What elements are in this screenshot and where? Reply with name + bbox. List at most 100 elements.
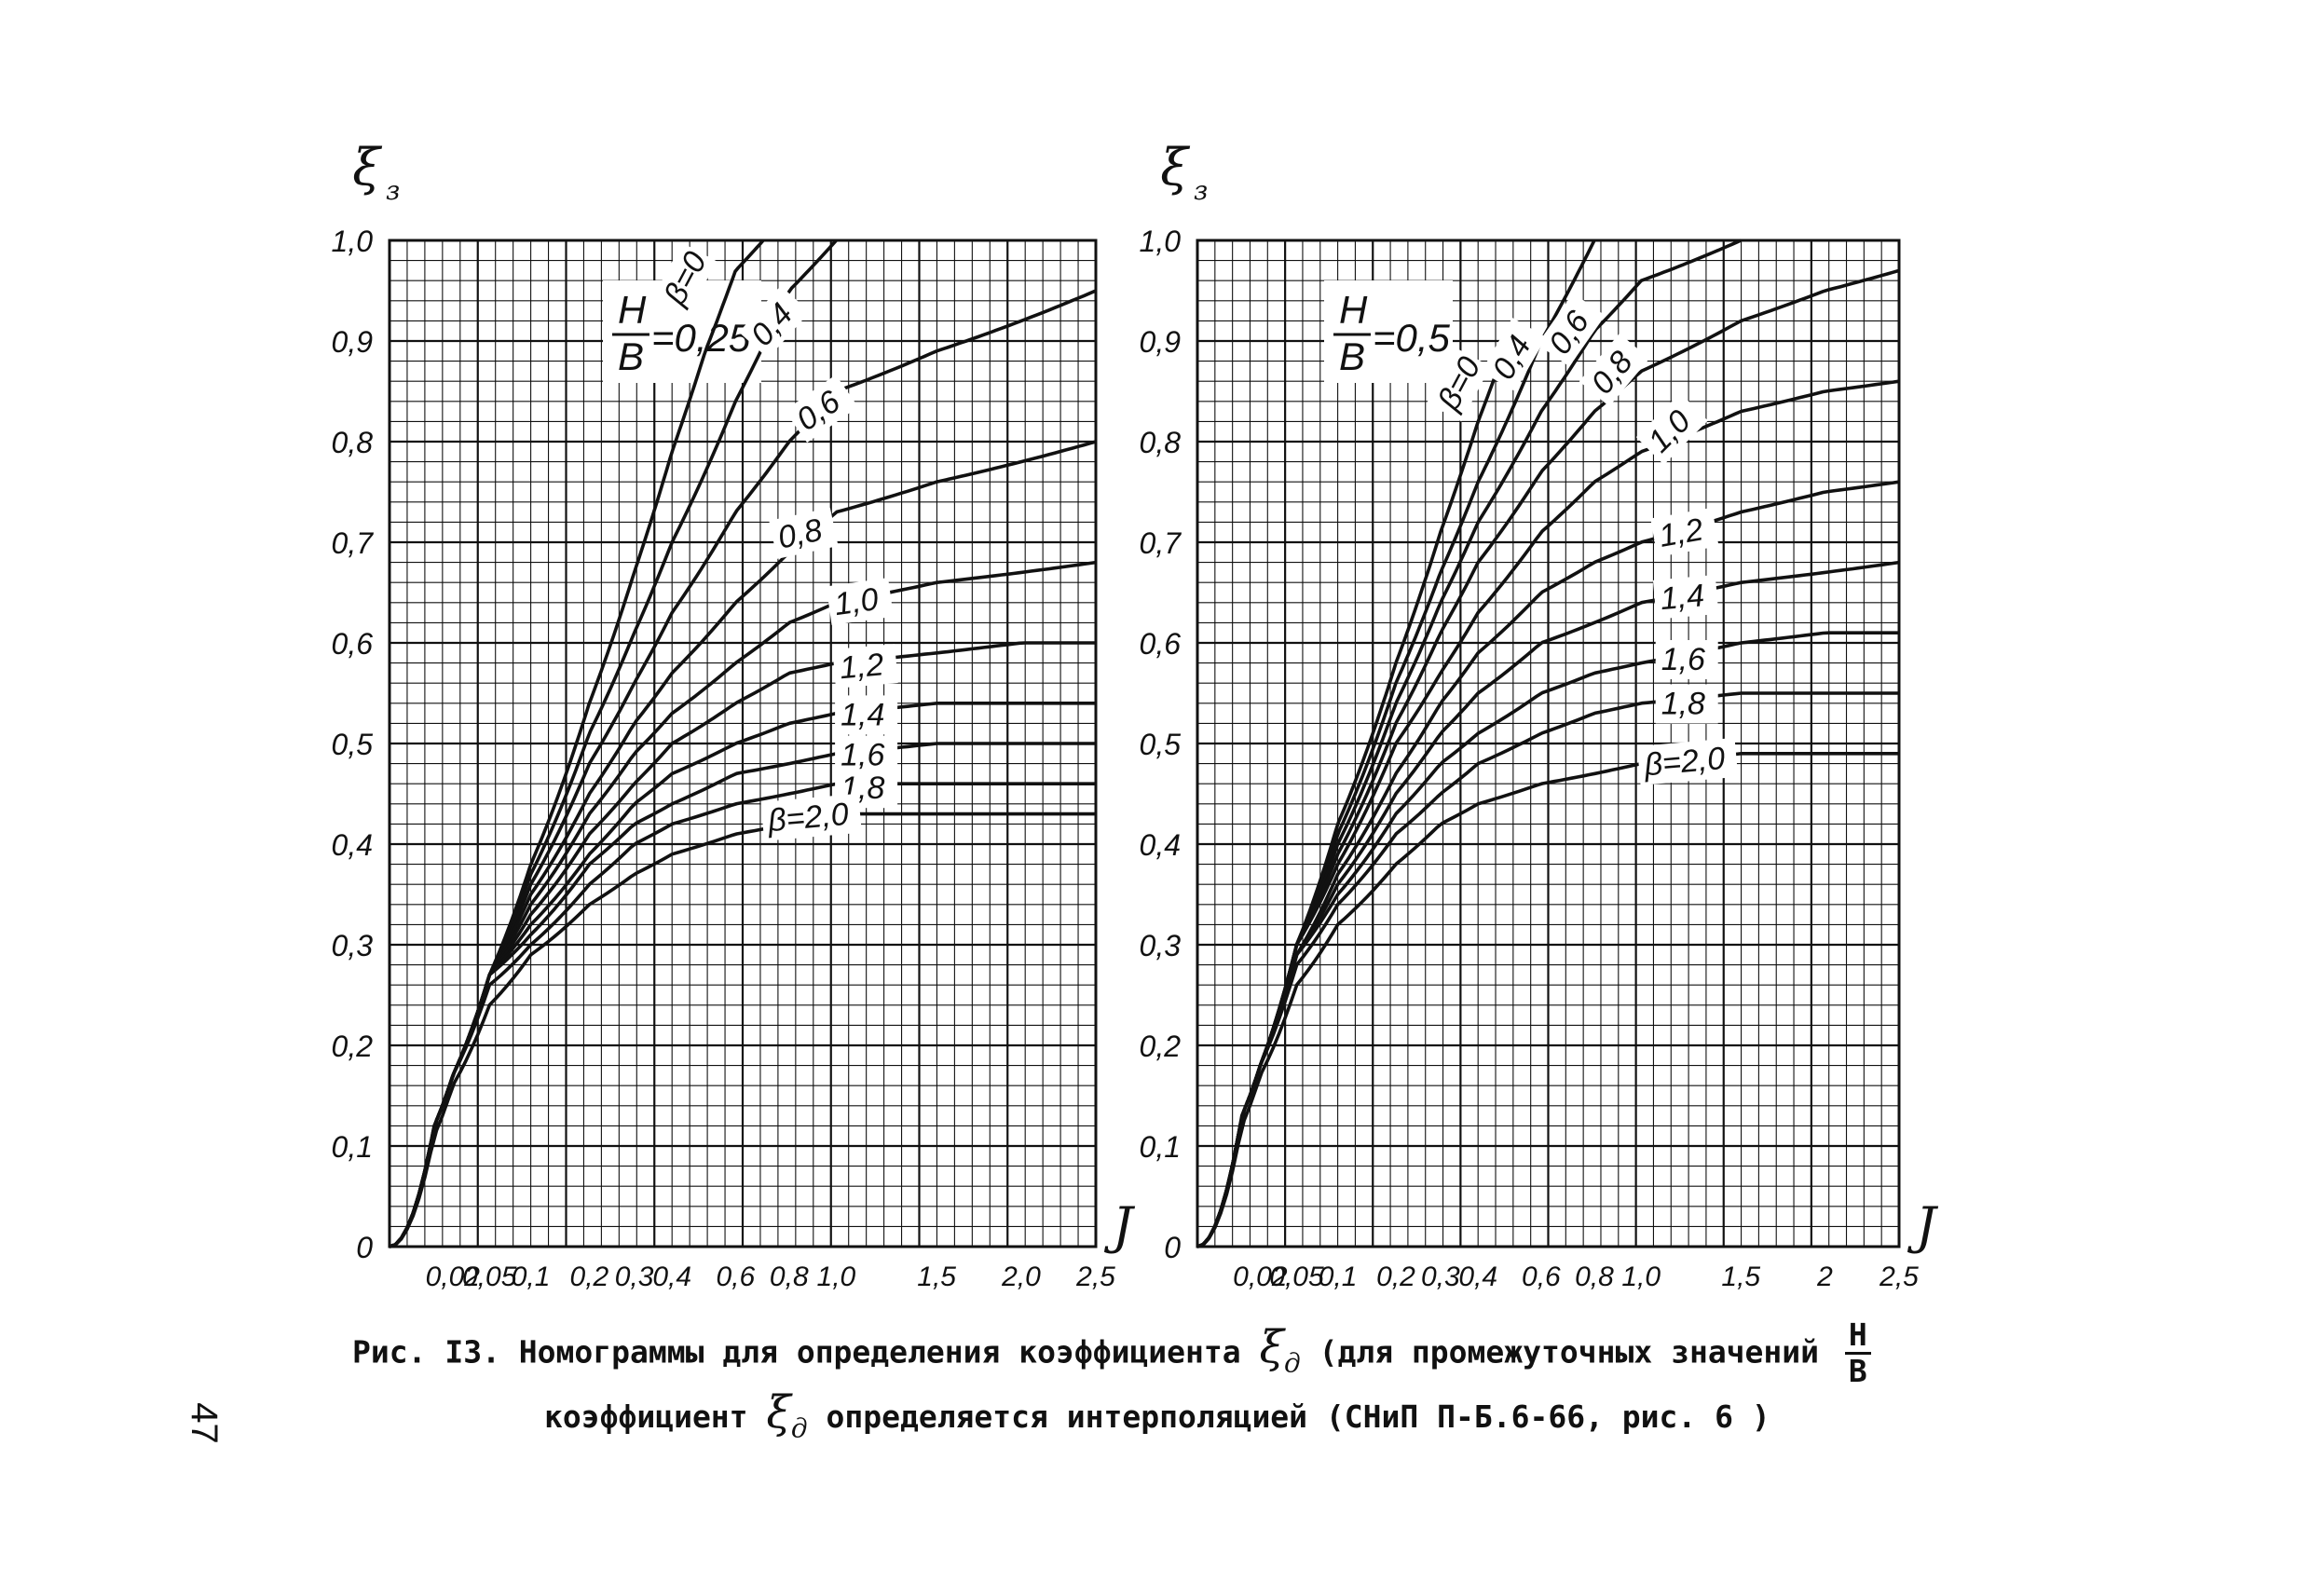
x-tick-label: 0,1 [1319, 1262, 1358, 1292]
y-axis-label: ξ [1160, 138, 1190, 197]
curve-label-group: 1,4 [1652, 575, 1719, 620]
y-tick-label: 0,8 [1140, 426, 1182, 459]
curve-label-group: 0,8 [769, 507, 839, 559]
x-tick-label: 0,3 [1421, 1262, 1460, 1292]
grid [1196, 239, 1901, 1248]
curve-1-6 [389, 742, 1096, 1248]
x-tick-label: 2,0 [1001, 1262, 1041, 1292]
curve-1-0 [389, 560, 1097, 1248]
curve-1-4 [389, 702, 1096, 1248]
y-tick-label: 0,4 [332, 828, 373, 862]
y-tick-label: 0 [1164, 1231, 1181, 1264]
xi-symbol: ξд [1259, 1321, 1301, 1379]
caption-line2-prefix: коэффициент [544, 1398, 748, 1435]
y-axis-label-subscript: з [1194, 175, 1208, 206]
curve-label: 1,0 [832, 581, 881, 622]
y-tick-label: 0,2 [1140, 1030, 1182, 1063]
x-tick-label: 1,5 [917, 1262, 956, 1292]
x-tick-label: 0,6 [1522, 1262, 1561, 1292]
x-tick-label: 1,0 [1621, 1262, 1661, 1292]
curve-label-group: 1,6 [835, 735, 898, 775]
curve-0-8 [1196, 268, 1900, 1248]
x-tick-label: 1,0 [817, 1262, 856, 1292]
caption-line2-suffix: определяется интерполяцией (СНиП П-Б.6-6… [826, 1398, 1770, 1435]
x-axis-label: J [1103, 1196, 1136, 1255]
x-tick-label: 0,4 [1458, 1262, 1497, 1292]
curve-label: β=2,0 [766, 797, 851, 839]
x-tick-label: 0,3 [615, 1262, 654, 1292]
curve-1-2 [1196, 480, 1900, 1248]
x-tick-label: 0,02 [1233, 1262, 1288, 1292]
curve-1-2 [389, 641, 1096, 1248]
x-tick-label: 0,05 [1269, 1262, 1324, 1292]
h-b-value: =0,25 [651, 316, 751, 360]
nomogram-left-h-b-0-25: 00,10,20,30,40,50,60,70,80,91,00,020,050… [332, 138, 1136, 1292]
y-tick-label: 0,4 [1140, 828, 1181, 862]
curve-label: 1,6 [1661, 642, 1705, 677]
page-number: 47 [183, 1402, 225, 1444]
y-tick-label: 0,6 [1140, 627, 1182, 661]
figure-caption-line-1: Рис. I3. Номограммы для определения коэф… [352, 1317, 1871, 1390]
y-tick-label: 0,3 [332, 929, 374, 962]
curve-1-6 [1196, 631, 1899, 1248]
xi-symbol-2: ξд [766, 1386, 807, 1444]
x-axis-label: J [1907, 1196, 1939, 1255]
y-tick-label: 0,9 [332, 325, 374, 359]
y-tick-label: 0,3 [1140, 929, 1182, 962]
y-tick-label: 0,7 [332, 526, 375, 560]
curve-label-group: 0,8 [1579, 333, 1650, 407]
y-axis-label: ξ [352, 138, 382, 197]
y-tick-label: 0,5 [332, 728, 374, 761]
curve--2-0 [1196, 752, 1899, 1248]
x-tick-label: 2,5 [1075, 1262, 1115, 1292]
curve-1-8 [1196, 691, 1899, 1248]
y-tick-label: 1,0 [332, 225, 374, 258]
caption-line1-suffix: (для промежуточных значений [1319, 1333, 1820, 1371]
curve-1-8 [389, 782, 1096, 1248]
curve-label: 1,4 [841, 697, 884, 732]
x-tick-label: 0,1 [512, 1262, 551, 1292]
xi-char-2: ξ [766, 1386, 791, 1439]
y-axis-label-subscript: з [386, 175, 400, 206]
curve-label: 1,4 [1659, 578, 1705, 617]
curve-label-group: 1,0 [826, 578, 894, 626]
curve-label-group: 1,2 [832, 644, 898, 689]
x-tick-label: 2,5 [1879, 1262, 1919, 1292]
y-tick-label: 0,7 [1140, 526, 1182, 560]
xi-subscript: д [1283, 1347, 1301, 1379]
plot-frame [1196, 239, 1901, 1248]
y-tick-label: 0,8 [332, 426, 374, 459]
curve-label: 1,8 [1661, 687, 1705, 722]
fraction-denominator: В [1848, 1353, 1867, 1390]
curve-1-0 [1196, 379, 1900, 1248]
xi-subscript-2: д [790, 1412, 808, 1444]
curve-label: 1,6 [841, 738, 884, 773]
curve-0-6 [389, 289, 1097, 1248]
y-tick-label: 0,9 [1140, 325, 1182, 359]
curve-label: β=2,0 [1642, 741, 1727, 783]
x-tick-label: 0,8 [770, 1262, 809, 1292]
y-tick-label: 0 [356, 1231, 373, 1264]
y-tick-label: 0,1 [1140, 1130, 1181, 1164]
xi-char: ξ [1259, 1321, 1284, 1374]
y-tick-label: 1,0 [1140, 225, 1182, 258]
y-tick-label: 0,6 [332, 627, 374, 661]
curve-label-group: 1,8 [1655, 684, 1718, 724]
fraction-numerator: Н [1844, 1317, 1871, 1356]
h-b-numerator: H [618, 288, 647, 332]
x-tick-label: 0,4 [652, 1262, 691, 1292]
curve-label-group: 1,2 [1650, 507, 1719, 557]
h-b-denominator: B [618, 334, 644, 378]
h-b-numerator: H [1339, 288, 1368, 332]
y-tick-label: 0,5 [1140, 728, 1182, 761]
h-b-value: =0,5 [1373, 316, 1451, 360]
curve-0-8 [389, 440, 1097, 1248]
x-tick-label: 0,8 [1575, 1262, 1614, 1292]
curve-label-group: β=2,0 [760, 793, 862, 841]
curve-label-group: β=2,0 [1636, 737, 1739, 785]
x-tick-label: 0,02 [426, 1262, 481, 1292]
nomogram-right-h-b-0-5: 00,10,20,30,40,50,60,70,80,91,00,020,050… [1140, 138, 1939, 1292]
curve-label: 1,2 [838, 647, 884, 686]
x-tick-label: 0,2 [1376, 1262, 1415, 1292]
h-over-b-fraction: Н В [1844, 1317, 1871, 1390]
